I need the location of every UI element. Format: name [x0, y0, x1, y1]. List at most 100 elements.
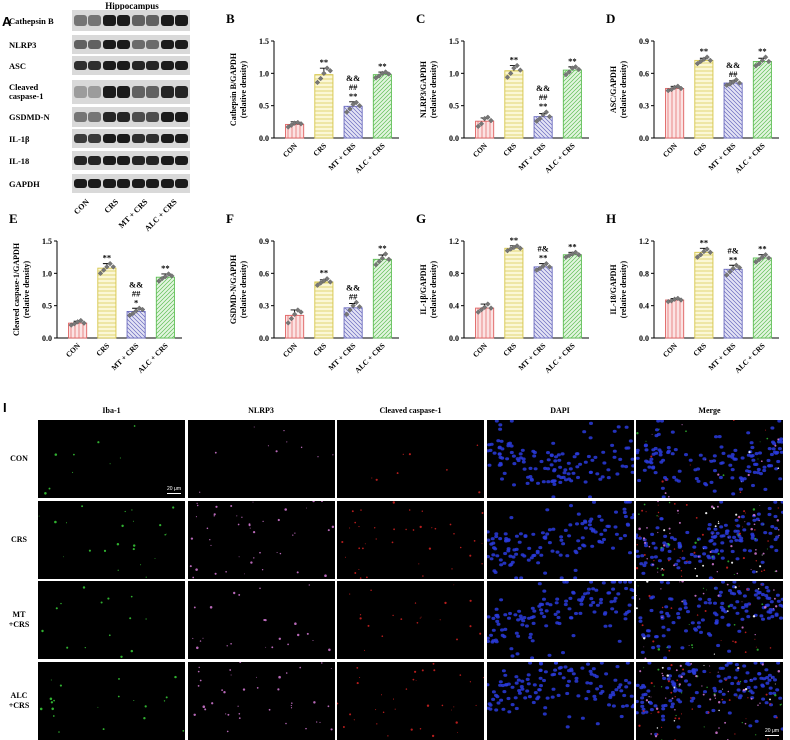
if-image-svg [192, 661, 333, 732]
data-point [353, 299, 360, 306]
blot-band [117, 133, 130, 144]
blot-strip [72, 10, 190, 31]
chart-svg: H 0.0 0.4 0.8 1.2 IL-18/GAPDH (relative densit… [606, 211, 779, 375]
blot-row-label: IL-1β [9, 133, 30, 144]
data-point [373, 262, 379, 268]
data-point [386, 71, 392, 77]
panel-i-letter: I [3, 400, 7, 415]
panel-letter: B [226, 11, 235, 26]
data-point [314, 79, 321, 86]
significance-mark: ## [539, 92, 548, 102]
data-point [704, 246, 710, 252]
y-tick-label: 0.0 [449, 334, 459, 343]
data-point [697, 58, 704, 65]
data-point [675, 83, 681, 89]
data-point [127, 312, 133, 319]
if-image-svg [198, 426, 334, 493]
data-point [675, 295, 681, 302]
data-point [376, 258, 382, 265]
data-point [504, 74, 511, 80]
blot-band [161, 178, 174, 189]
x-tick-label: CON [471, 341, 490, 360]
if-image-svg [337, 662, 484, 737]
if-image-tile [337, 500, 484, 579]
blot-band [175, 133, 188, 144]
data-point [753, 259, 759, 265]
data-point [707, 249, 713, 255]
blot-band [103, 15, 116, 26]
blot-band [132, 86, 145, 98]
blot-strip [72, 107, 190, 127]
data-point [382, 69, 389, 75]
chart-svg: D 0.0 0.3 0.6 0.9 ASC/GAPDH (relative density)… [606, 11, 779, 175]
data-point [162, 273, 169, 280]
if-image-tile [636, 420, 783, 498]
y-tick-label: 1.2 [449, 237, 459, 246]
y-tick-label: 0.3 [259, 302, 269, 311]
if-image-tile: 20 μm [38, 420, 185, 498]
x-tick-label: CRS [311, 141, 328, 158]
y-tick-label: 1.0 [42, 269, 52, 278]
significance-mark: ** [378, 243, 387, 253]
bar-chart-d: D 0.0 0.3 0.6 0.9 ASC/GAPDH (relative density)… [602, 5, 787, 190]
data-point [298, 121, 304, 127]
blot-strip [72, 129, 190, 148]
blot-band [88, 15, 101, 26]
data-point [488, 305, 494, 311]
data-point [566, 69, 572, 75]
bar [723, 268, 743, 339]
blot-band [132, 112, 145, 122]
significance-mark: ** [320, 268, 329, 278]
data-point [324, 276, 330, 282]
chart-svg: F 0.0 0.3 0.6 0.9 GSDMD-N/GAPDH (relative dens… [226, 211, 399, 375]
if-image-svg [44, 425, 136, 495]
bar-chart-b: B 0.0 0.5 1.0 1.5 Cathepsin B/GAPDH (relative … [222, 5, 407, 190]
blot-band [132, 39, 145, 50]
if-image-svg [636, 661, 783, 740]
bar [372, 74, 392, 139]
x-tick-label: CON [661, 141, 680, 160]
blot-strip [72, 56, 190, 75]
data-point [485, 114, 491, 120]
if-image-tile [486, 581, 634, 659]
significance-mark: ## [729, 69, 738, 79]
if-image-svg [41, 586, 147, 658]
scale-bar: 20 μm [765, 727, 779, 736]
data-point [572, 249, 579, 255]
significance-mark: ** [700, 237, 709, 247]
blot-band [161, 112, 174, 122]
data-point [488, 117, 494, 124]
y-tick-label: 0.0 [42, 334, 52, 343]
data-point [321, 70, 327, 77]
y-tick-label: 0.4 [449, 302, 459, 311]
x-tick-label: ALC + CRS [353, 141, 387, 175]
blot-band [132, 133, 145, 144]
bar [752, 257, 772, 339]
significance-mark: ** [539, 253, 548, 263]
x-tick-label: ALC + CRS [353, 341, 387, 375]
blot-band [175, 86, 188, 98]
if-image-tile [187, 581, 335, 659]
significance-mark: ## [349, 82, 358, 92]
bar-chart-c: C 0.0 0.5 1.0 1.5 NLRP3/GAPDH (relative densit… [412, 5, 597, 190]
blot-band [161, 39, 174, 50]
data-point [169, 273, 175, 279]
blot-row-label: Cleaved caspase-1 [9, 82, 44, 101]
y-tick-label: 0.3 [639, 102, 649, 111]
data-point [110, 264, 116, 270]
data-point [81, 320, 87, 326]
data-point [576, 252, 582, 258]
significance-mark: ** [568, 241, 577, 251]
x-tick-label: CRS [94, 341, 111, 358]
if-image-svg [486, 420, 634, 498]
data-point [156, 278, 162, 284]
y-tick-label: 0.9 [639, 37, 649, 46]
data-point [386, 256, 392, 263]
bar-chart-h: H 0.0 0.4 0.8 1.2 IL-18/GAPDH (relative densit… [602, 205, 787, 390]
blot-band [175, 112, 188, 122]
significance-mark: * [134, 297, 138, 307]
data-point [540, 112, 546, 118]
y-axis-label: (relative density) [619, 260, 628, 318]
data-point [753, 63, 759, 69]
data-point [572, 64, 579, 70]
